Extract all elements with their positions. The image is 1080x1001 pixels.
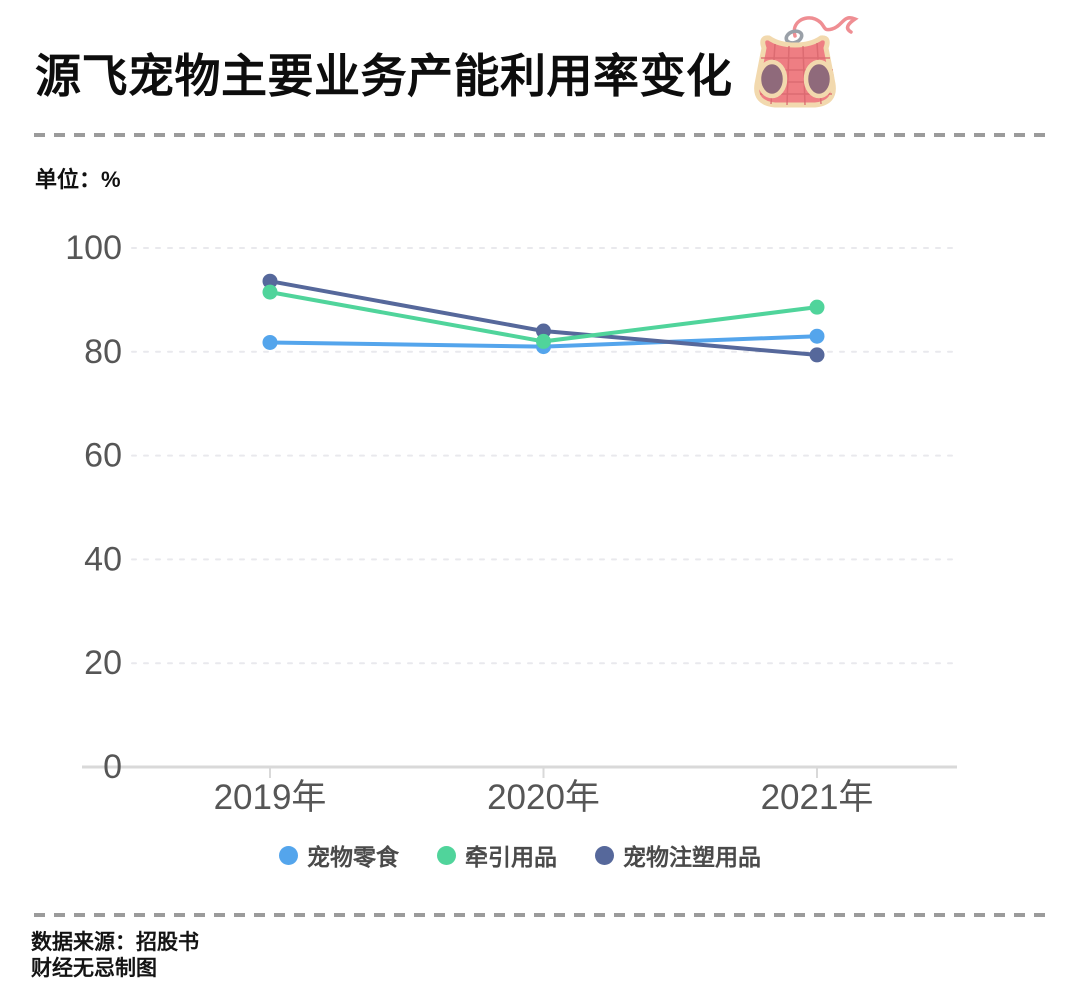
chart-legend: 宠物零食 牵引用品 宠物注塑用品 [82,838,958,872]
footer: 数据来源：招股书 财经无忌制图 [31,930,199,982]
y-tick-label: 60 [84,437,122,475]
leash-rope [792,16,859,38]
legend-marker-icon [595,845,614,865]
legend-marker-icon [279,845,298,865]
legend-marker-icon [437,845,456,865]
legend-item-0: 宠物零食 [279,838,399,872]
data-source-label: 数据来源：招股书 [31,931,199,954]
data-point-series-2 [262,273,278,289]
y-tick-label: 20 [84,644,122,682]
x-tick-label: 2020年 [487,778,600,817]
data-point-series-1 [262,284,278,300]
legend-item-2: 宠物注塑用品 [595,838,761,872]
x-tick-label: 2019年 [214,778,327,817]
y-tick-label: 80 [84,333,122,371]
y-tick-label: 40 [84,540,122,578]
legend-label: 宠物注塑用品 [623,844,761,870]
page-title: 源飞宠物主要业务产能利用率变化 [35,50,733,102]
y-tick-label: 0 [103,748,122,786]
data-point-series-2 [809,347,825,363]
chart-credit-label: 财经无忌制图 [31,957,157,980]
harness-hole-left [756,59,788,99]
data-point-series-2 [536,323,551,339]
y-tick-label: 100 [65,229,122,267]
harness-hole-right [803,59,835,99]
data-point-series-0 [262,334,278,350]
unit-label: 单位：% [35,167,121,192]
line-chart: 0 20 40 60 80 100 2019年 2020年 2021年 [65,229,958,817]
legend-item-1: 牵引用品 [437,838,557,872]
separator-bottom [34,913,1046,917]
data-point-series-0 [809,328,825,344]
x-tick-label: 2021年 [761,778,874,817]
legend-label: 宠物零食 [307,844,399,870]
legend-label: 牵引用品 [465,844,557,870]
pet-harness-icon [754,16,859,108]
leash-ring-icon [784,29,804,45]
data-point-series-1 [536,333,551,349]
separator-top [34,133,1046,137]
data-point-series-1 [809,299,825,315]
